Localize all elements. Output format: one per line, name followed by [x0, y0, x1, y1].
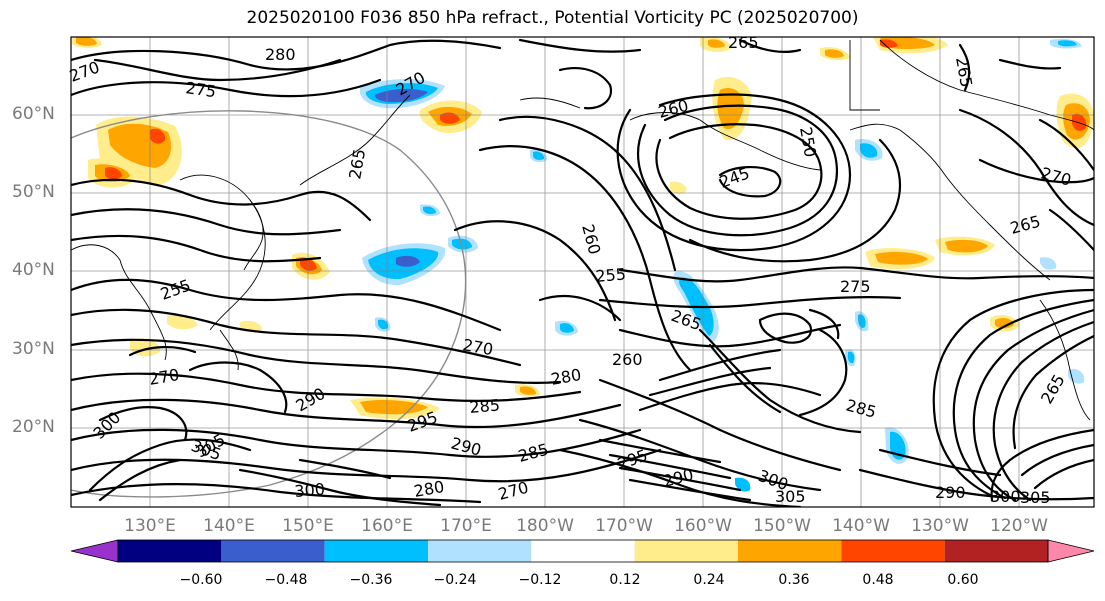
- colorbar-tick-label: −0.36: [349, 572, 393, 588]
- positive-anomaly-shading: [72, 37, 1094, 420]
- graticule: [71, 37, 1094, 507]
- lat-label-50n: 50°N: [12, 182, 55, 202]
- colorbar-tick-label: 0.36: [778, 572, 810, 588]
- colorbar-tick-label: −0.60: [179, 572, 223, 588]
- lon-label: 180°W: [516, 516, 574, 536]
- lon-label: 120°W: [990, 516, 1048, 536]
- colorbar: [70, 539, 1095, 563]
- colorbar-tick-label: −0.48: [264, 572, 308, 588]
- contour-label: 285: [469, 395, 501, 417]
- colorbar-arrow-low: [70, 539, 119, 563]
- contour-label: 265: [728, 33, 759, 52]
- lon-label: 150°E: [282, 516, 334, 536]
- contour-label: 305: [775, 487, 806, 506]
- contour-label: 280: [265, 45, 296, 64]
- colorbar-frame: [117, 539, 1049, 563]
- lon-label: 150°W: [753, 516, 811, 536]
- contour-label: 290: [935, 483, 966, 502]
- map-plot-area: [71, 37, 1094, 507]
- lat-label-60n: 60°N: [12, 104, 55, 124]
- colorbar-tick-label: 0.48: [862, 572, 894, 588]
- contour-label: 300: [990, 487, 1021, 506]
- map-frame: [70, 36, 1095, 508]
- colorbar-swatch: [738, 540, 842, 562]
- lon-label: 160°W: [674, 516, 732, 536]
- lon-label: 170°W: [595, 516, 653, 536]
- lon-label: 130°E: [124, 516, 176, 536]
- lat-label-40n: 40°N: [12, 260, 55, 280]
- colorbar-tick-label: 0.24: [693, 572, 725, 588]
- contour-label: 260: [612, 350, 643, 369]
- colorbar-tick-label: 0.12: [609, 572, 641, 588]
- lon-label: 160°E: [361, 516, 413, 536]
- colorbar-tick-label: −0.24: [433, 572, 477, 588]
- colorbar-swatch: [118, 540, 222, 562]
- map-title: 2025020100 F036 850 hPa refract., Potent…: [246, 8, 859, 28]
- colorbar-swatch: [531, 540, 635, 562]
- colorbar-tick-label: −0.12: [518, 572, 562, 588]
- colorbar-swatch: [221, 540, 325, 562]
- contour-label: 300: [294, 479, 326, 501]
- lon-label: 130°W: [911, 516, 969, 536]
- contour-label: 275: [840, 277, 871, 296]
- lon-label: 140°E: [203, 516, 255, 536]
- contour-label: 305: [1020, 488, 1051, 507]
- colorbar-swatch: [944, 540, 1048, 562]
- range-circle: [71, 110, 467, 498]
- lat-label-30n: 30°N: [12, 339, 55, 359]
- colorbar-swatch: [324, 540, 428, 562]
- coastlines: [71, 39, 1094, 421]
- contours: [71, 38, 1094, 507]
- colorbar-tick-label: 0.60: [947, 572, 979, 588]
- colorbar-swatch: [841, 540, 945, 562]
- colorbar-swatch: [428, 540, 532, 562]
- lon-label: 170°E: [440, 516, 492, 536]
- colorbar-swatch: [634, 540, 738, 562]
- lon-label: 140°W: [832, 516, 890, 536]
- contour-label: 275: [184, 78, 217, 101]
- contour-label: 255: [595, 264, 627, 286]
- lat-label-20n: 20°N: [12, 417, 55, 437]
- colorbar-arrow-high: [1047, 539, 1095, 563]
